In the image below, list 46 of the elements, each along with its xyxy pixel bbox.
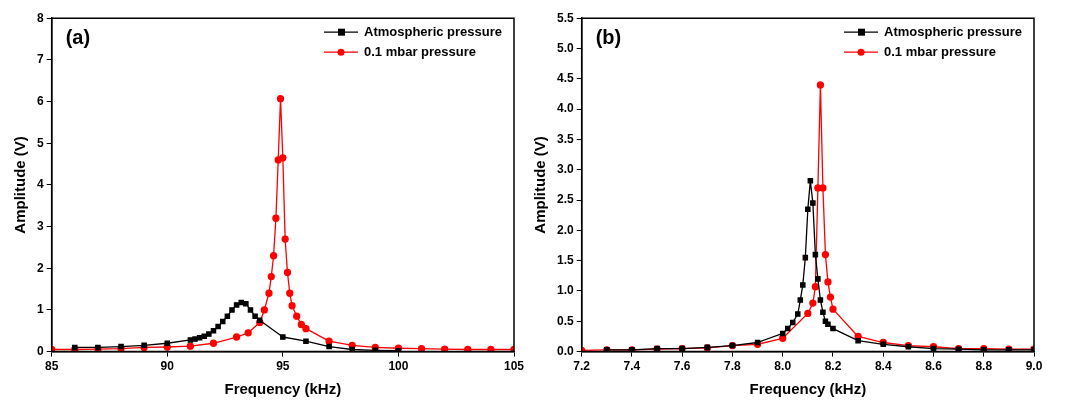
y-axis-title: Amplitude (V) — [11, 136, 29, 234]
x-tick-label: 8.6 — [925, 359, 943, 374]
x-tick-label: 7.8 — [724, 359, 742, 374]
y-tick-label: 6 — [36, 93, 44, 108]
y-tick-label: 2.0 — [556, 222, 574, 237]
legend-label: Atmospheric pressure — [364, 23, 503, 39]
y-tick-label: 5.5 — [556, 10, 574, 25]
x-tick-label: 8.4 — [874, 359, 892, 374]
legend-label: Atmospheric pressure — [884, 23, 1023, 39]
x-tick-label: 7.2 — [573, 359, 591, 374]
x-tick-label: 85 — [44, 359, 59, 374]
x-tick-label: 95 — [276, 359, 290, 374]
y-tick-label: 7 — [36, 52, 44, 67]
y-tick-label: 8 — [36, 10, 44, 25]
y-tick-label: 2 — [36, 260, 44, 275]
x-tick-label: 7.6 — [673, 359, 691, 374]
y-tick-label: 3.5 — [556, 131, 574, 146]
y-tick-label: 0.0 — [556, 343, 574, 358]
legend-label: 0.1 mbar pressure — [364, 43, 477, 59]
x-axis-title: Frequency (kHz) — [749, 380, 867, 398]
annotation: (a) — [65, 25, 91, 48]
y-tick-label: 4.5 — [556, 71, 574, 86]
y-tick-label: 2.5 — [556, 192, 574, 207]
y-tick-label: 1.0 — [556, 283, 574, 298]
y-axis-title: Amplitude (V) — [531, 136, 549, 234]
y-tick-label: 5.0 — [556, 40, 574, 55]
y-tick-label: 3.0 — [556, 162, 574, 177]
x-tick-label: 9.0 — [1025, 359, 1043, 374]
x-tick-label: 105 — [503, 359, 525, 374]
y-tick-label: 1.5 — [556, 252, 574, 267]
x-tick-label: 8.0 — [774, 359, 792, 374]
y-tick-label: 5 — [36, 135, 44, 150]
x-tick-label: 8.2 — [824, 359, 842, 374]
x-tick-label: 100 — [388, 359, 409, 374]
x-tick-label: 90 — [160, 359, 175, 374]
x-tick-label: 7.4 — [623, 359, 641, 374]
x-tick-label: 8.8 — [975, 359, 993, 374]
y-tick-label: 4.0 — [556, 101, 574, 116]
y-tick-label: 0 — [36, 343, 44, 358]
y-tick-label: 0.5 — [556, 313, 574, 328]
annotation: (b) — [595, 25, 622, 48]
x-axis-title: Frequency (kHz) — [224, 380, 342, 398]
legend-label: 0.1 mbar pressure — [884, 43, 997, 59]
y-tick-label: 3 — [36, 218, 44, 233]
y-tick-label: 1 — [36, 302, 44, 317]
y-tick-label: 4 — [36, 177, 44, 192]
